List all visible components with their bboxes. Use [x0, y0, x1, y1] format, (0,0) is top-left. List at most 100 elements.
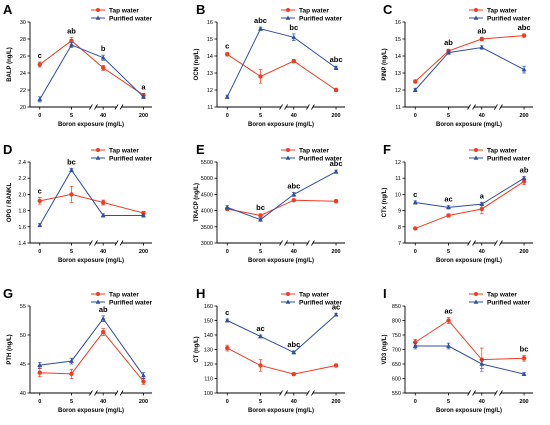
y-tick-label: 2.0: [18, 192, 26, 198]
data-point: [101, 200, 106, 205]
x-tick-label: 0: [226, 399, 229, 405]
axis-break-mark: [114, 104, 119, 110]
x-axis-label: Boron exposure (mg/L): [58, 258, 124, 264]
axis-break-mark: [89, 104, 93, 110]
axis-break-mark: [467, 240, 471, 246]
x-tick-label: 40: [479, 399, 485, 405]
panel-c: C 11 12 13 14 15 16 0 5 40 200 Boron exposure (mg/L…: [382, 2, 533, 128]
y-tick-label: 28: [20, 37, 26, 43]
y-tick-label: 14: [207, 54, 213, 60]
x-tick-label: 40: [291, 249, 297, 255]
y-tick-label: 11: [395, 176, 401, 182]
significance-label: ab: [99, 305, 108, 314]
data-point: [258, 363, 263, 368]
panel-h: H 100 110 120 130 140 150 160 0 5 40 200 Boron expos…: [194, 286, 345, 414]
x-tick-label: 5: [70, 249, 73, 255]
legend-label-purified: Purified water: [487, 15, 530, 22]
y-tick-label: 8: [398, 225, 401, 231]
x-tick-label: 5: [447, 399, 450, 405]
y-tick-label: 11: [395, 105, 401, 111]
series-tap-water: [413, 177, 527, 231]
axis-break-mark: [284, 240, 288, 246]
series-tap-water: [413, 33, 527, 84]
data-point: [225, 52, 230, 57]
data-point: [413, 79, 418, 84]
y-tick-label: 11: [207, 105, 213, 111]
x-tick-label: 200: [331, 113, 340, 119]
significance-label: ac: [444, 195, 452, 204]
data-point: [333, 87, 339, 93]
y-tick-label: 4500: [201, 192, 213, 198]
data-point: [141, 94, 146, 99]
y-tick-label: 24: [20, 71, 26, 77]
y-tick-label: 110: [204, 377, 213, 383]
series-line: [227, 314, 337, 353]
series-line: [414, 319, 525, 361]
significance-label: a: [141, 82, 146, 91]
y-tick-label: 100: [204, 391, 213, 397]
y-tick-label: 40: [20, 391, 26, 397]
series-purified-water: [37, 167, 146, 228]
legend-label-purified: Purified water: [109, 299, 152, 306]
data-point: [446, 50, 451, 55]
legend-label-purified: Purified water: [299, 15, 342, 22]
series-purified-water: [37, 315, 146, 379]
series-line: [414, 46, 525, 91]
legend-label-purified: Purified water: [487, 155, 530, 162]
data-point: [37, 198, 42, 204]
y-tick-label: 850: [392, 304, 401, 310]
series-line: [415, 181, 525, 229]
panel-a: A 20 22 24 26 28 30 0 5 40 200 Boron exposure (mg/L…: [3, 2, 152, 128]
y-tick-label: 50: [20, 333, 26, 339]
data-point: [258, 333, 263, 339]
y-tick-label: 15: [395, 37, 401, 43]
x-tick-label: 5: [447, 249, 450, 255]
data-point: [291, 371, 296, 377]
legend-label-tap: Tap water: [487, 147, 517, 154]
y-axis-label: TRACP (ng/L): [194, 183, 200, 222]
series-line: [39, 40, 144, 96]
x-tick-label: 200: [519, 399, 528, 405]
axis-break-mark: [119, 390, 124, 396]
series-line: [226, 53, 337, 91]
series-purified-water: [224, 169, 339, 222]
y-tick-label: 5000: [201, 176, 213, 182]
data-point: [291, 349, 297, 355]
data-point: [69, 358, 74, 363]
legend-marker-purified: [473, 299, 479, 304]
x-axis-label: Boron exposure (mg/L): [436, 408, 502, 414]
series-line: [39, 169, 144, 226]
series-line: [414, 35, 525, 82]
y-tick-label: 3000: [201, 241, 213, 247]
axis-break-mark: [494, 104, 498, 110]
series-tap-water: [225, 198, 339, 218]
data-point: [333, 199, 339, 204]
axis-break-mark: [279, 240, 283, 246]
significance-label: c: [225, 42, 229, 51]
y-tick-label: 12: [395, 88, 401, 94]
axis-break-mark: [499, 240, 503, 246]
x-tick-label: 200: [331, 399, 340, 405]
data-point: [69, 192, 74, 197]
x-tick-label: 0: [38, 249, 41, 255]
data-point: [333, 312, 339, 317]
data-point: [521, 371, 527, 376]
series-line: [39, 44, 144, 100]
panel-letter: A: [3, 2, 13, 17]
legend-marker-tap: [474, 292, 478, 296]
x-axis-label: Boron exposure (mg/L): [248, 258, 314, 264]
axis-break-mark: [494, 390, 498, 396]
significance-label: c: [38, 51, 42, 60]
x-tick-label: 0: [38, 399, 41, 405]
x-tick-label: 40: [100, 399, 106, 405]
data-point: [225, 345, 230, 351]
data-point: [446, 213, 451, 218]
significance-label: bc: [67, 157, 76, 166]
y-tick-label: 16: [395, 20, 401, 26]
x-tick-label: 40: [479, 113, 485, 119]
legend-marker-tap: [286, 148, 290, 152]
data-point: [141, 379, 146, 384]
data-point: [37, 362, 43, 367]
y-tick-label: 160: [204, 304, 213, 310]
data-point: [333, 363, 339, 368]
